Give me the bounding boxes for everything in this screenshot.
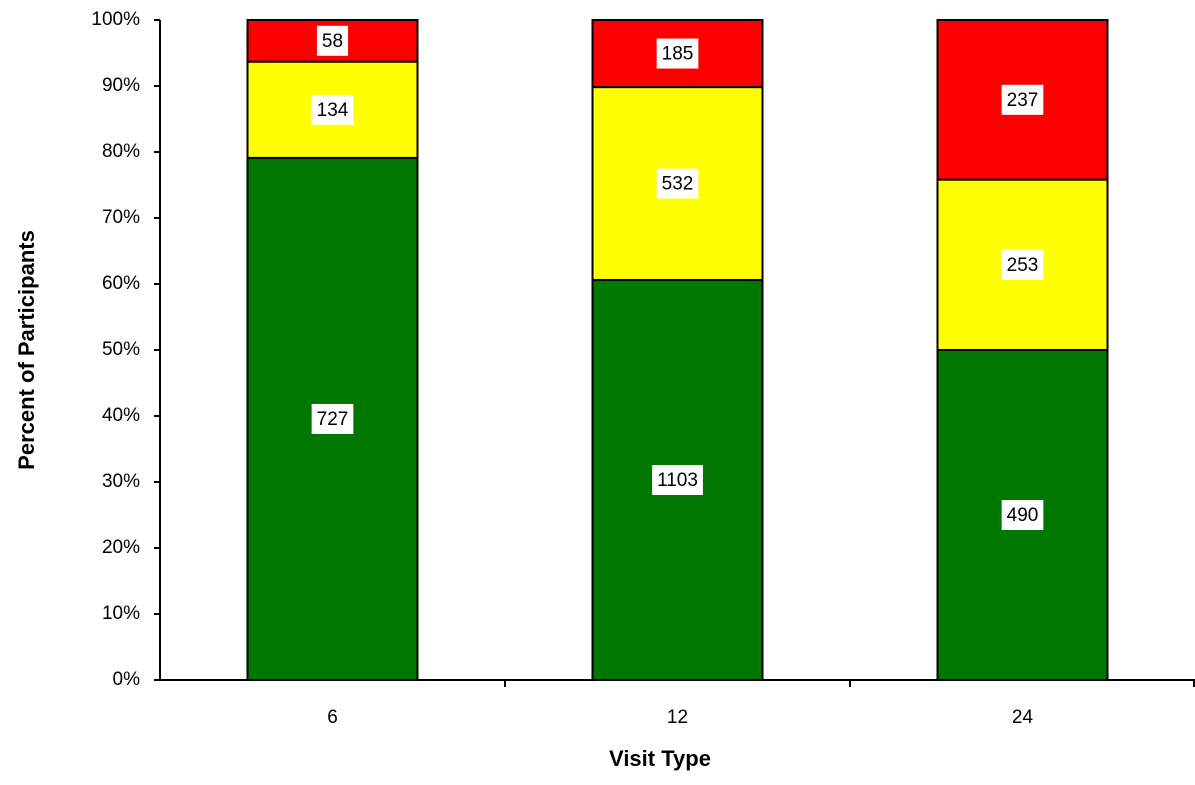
y-tick-label: 50% bbox=[102, 339, 140, 360]
y-tick-label: 40% bbox=[102, 405, 140, 426]
data-label-box bbox=[652, 465, 703, 496]
data-label-box bbox=[311, 403, 354, 434]
data-label-box bbox=[316, 25, 349, 56]
y-tick-label: 20% bbox=[102, 537, 140, 558]
data-label: 185 bbox=[662, 44, 694, 65]
data-label: 727 bbox=[317, 409, 349, 430]
data-label: 58 bbox=[322, 31, 343, 52]
data-label-box bbox=[1001, 84, 1044, 115]
y-axis-title: Percent of Participants bbox=[14, 230, 39, 470]
y-tick-label: 70% bbox=[102, 207, 140, 228]
data-label: 253 bbox=[1007, 255, 1039, 276]
data-label: 237 bbox=[1007, 90, 1039, 111]
x-tick-label: 12 bbox=[667, 707, 688, 728]
x-tick-label: 6 bbox=[327, 707, 338, 728]
y-tick-label: 0% bbox=[113, 669, 141, 690]
data-label: 532 bbox=[662, 174, 694, 195]
y-tick-label: 100% bbox=[91, 9, 140, 30]
data-label-box bbox=[1001, 249, 1044, 280]
data-label-box bbox=[656, 38, 699, 69]
y-tick-label: 30% bbox=[102, 471, 140, 492]
y-tick-label: 60% bbox=[102, 273, 140, 294]
x-tick-label: 24 bbox=[1012, 707, 1034, 728]
data-label: 134 bbox=[317, 100, 349, 121]
data-label-box bbox=[311, 94, 354, 125]
data-label-box bbox=[1001, 500, 1044, 530]
y-tick-label: 80% bbox=[102, 141, 140, 162]
data-label: 1103 bbox=[657, 470, 698, 491]
y-tick-label: 90% bbox=[102, 75, 140, 96]
x-axis-title: Visit Type bbox=[609, 746, 711, 771]
data-label-box bbox=[656, 168, 699, 199]
y-tick-label: 10% bbox=[102, 603, 140, 624]
data-label: 490 bbox=[1007, 505, 1039, 526]
